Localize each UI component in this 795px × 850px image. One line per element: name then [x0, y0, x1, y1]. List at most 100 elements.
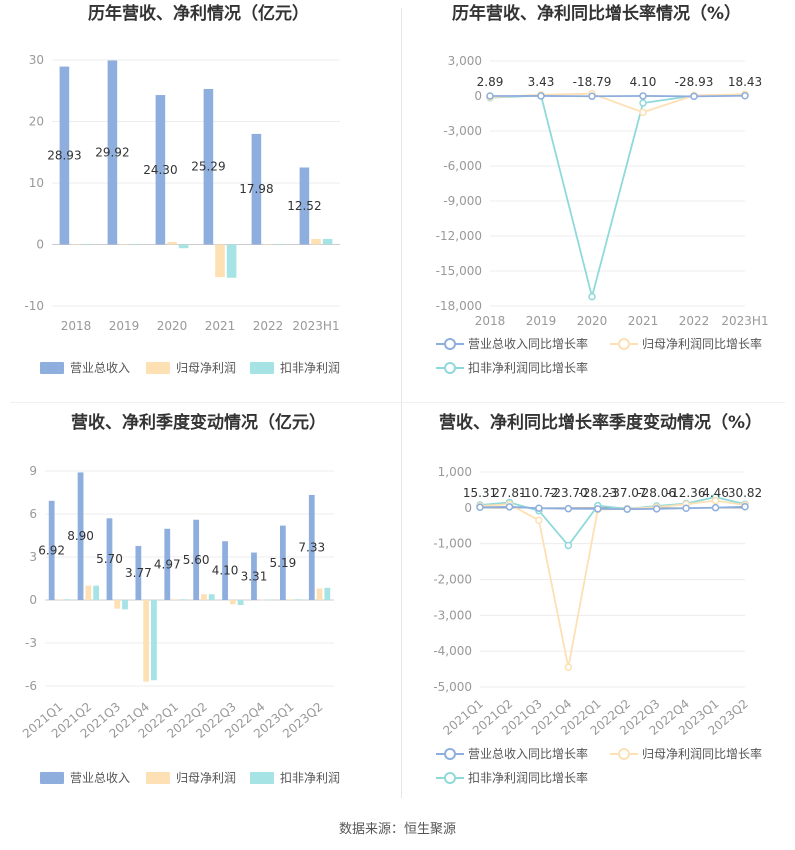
y-tick-label: 3,000: [448, 54, 482, 68]
bar: [155, 95, 166, 245]
legend-swatch: [250, 772, 274, 784]
y-tick-label: 0: [474, 89, 482, 103]
bar: [77, 472, 84, 600]
data-label: 3.77: [125, 566, 152, 580]
data-point: [537, 92, 545, 100]
x-tick-label: 2021: [205, 319, 236, 333]
data-label: 5.60: [183, 553, 210, 567]
bar: [82, 244, 93, 245]
x-tick-label: 2023H1: [292, 319, 339, 333]
data-label: 28.93: [47, 149, 81, 163]
legend-item: 归母净利润同比增长率: [610, 336, 762, 351]
bar: [229, 600, 236, 605]
legend-item: 营业总收入同比增长率: [436, 336, 588, 351]
y-tick-label: 1,000: [438, 465, 472, 479]
legend-item: 归母净利润同比增长率: [610, 746, 762, 761]
quarterly-values-panel: 营收、净利季度变动情况（亿元） 9 6 3 0 -3 -6 6.92 8.90 5.70 3.77…: [0, 405, 397, 805]
data-point: [711, 496, 720, 505]
bar: [299, 167, 310, 245]
legend-label: 营业总收入同比增长率: [468, 336, 588, 351]
bar: [179, 599, 186, 600]
bar: [308, 494, 315, 600]
data-label: 25.29: [191, 160, 225, 174]
y-tick-label: -6: [25, 679, 37, 693]
annual-values-panel: 历年营收、净利情况（亿元） 30 20 10 0 -10 28.93 29.92 24.30 2…: [0, 0, 397, 400]
panel-divider-horizontal: [10, 402, 785, 403]
legend-item: 扣非净利润: [250, 361, 340, 375]
legend-swatch: [146, 362, 170, 374]
data-label: 4.97: [154, 557, 181, 571]
data-point: [711, 503, 720, 512]
bar: [203, 88, 214, 245]
bar: [64, 599, 71, 600]
data-label: -18.79: [573, 75, 612, 89]
bar: [279, 525, 286, 600]
legend-swatch: [40, 772, 64, 784]
bar: [172, 599, 178, 600]
x-tick-label: 2022: [253, 319, 284, 333]
data-label: 29.92: [95, 145, 129, 159]
chart-title: 历年营收、净利情况（亿元）: [88, 4, 309, 24]
bar: [85, 585, 92, 600]
chart-title: 历年营收、净利同比增长率情况（%）: [451, 4, 742, 24]
legend-swatch: [40, 362, 64, 374]
data-point: [535, 504, 543, 512]
data-label: 2.89: [477, 75, 504, 89]
bar: [215, 244, 225, 278]
bar: [107, 60, 118, 245]
bar: [193, 519, 200, 600]
data-label: 5.19: [270, 556, 297, 570]
series-line: [479, 496, 746, 547]
bar: [71, 244, 81, 245]
data-label: 4.46: [702, 486, 729, 500]
annual-growth-panel: 历年营收、净利同比增长率情况（%） 3,000 0 -3,000 -6,000 -9,0…: [398, 0, 795, 400]
data-label: 5.70: [96, 552, 123, 566]
data-label: -23.70: [549, 486, 588, 500]
data-label: 3.31: [241, 569, 268, 583]
bar: [143, 600, 150, 682]
y-tick-label: 10: [29, 176, 44, 190]
y-tick-label: -10: [24, 299, 44, 313]
bar: [201, 594, 207, 600]
y-tick-label: 3: [29, 550, 37, 564]
x-tick-label: 2018: [61, 319, 92, 333]
y-tick-label: 0: [464, 501, 472, 515]
y-tick-label: -3,000: [443, 124, 482, 138]
bar: [222, 541, 228, 600]
legend-label: 归母净利润: [176, 771, 236, 785]
y-tick-label: 30: [29, 53, 44, 67]
quarterly-values-chart: 9 6 3 0 -3 -6 6.928.905.703.774.97 5.604.10 3.31…: [20, 464, 340, 785]
bar: [322, 238, 333, 245]
data-label: -37.07: [608, 486, 647, 500]
bar: [178, 244, 189, 249]
legend-label: 营业总收入: [70, 771, 130, 785]
data-label: 27.81: [492, 486, 526, 500]
series-line: [479, 499, 746, 668]
series-line: [489, 93, 746, 301]
data-label: -28.93: [675, 75, 714, 89]
legend-label: 扣非净利润: [280, 771, 340, 785]
data-label: -28.23: [578, 486, 617, 500]
chart-title: 营收、净利同比增长率季度变动情况（%）: [438, 413, 763, 433]
y-tick-label: -3,000: [433, 608, 472, 622]
legend-label: 归母净利润同比增长率: [642, 746, 762, 761]
data-point: [505, 503, 514, 511]
x-tick-label: 2020: [577, 314, 608, 328]
bar: [316, 588, 323, 600]
y-tick-label: -18,000: [436, 299, 482, 313]
x-tick-label: 2021: [628, 314, 659, 328]
data-point: [486, 92, 494, 100]
data-point: [564, 504, 573, 513]
y-tick-label: -3: [25, 636, 37, 650]
bar: [311, 238, 321, 245]
legend-label: 归母净利润: [176, 361, 236, 375]
bar: [295, 599, 302, 600]
y-tick-label: -12,000: [436, 229, 482, 243]
data-label: 15.31: [463, 486, 497, 500]
bar: [119, 244, 129, 245]
bar: [130, 244, 141, 245]
data-label: 7.33: [298, 540, 325, 554]
data-point: [652, 505, 661, 513]
data-label: -12.36: [667, 486, 706, 500]
bar: [135, 545, 142, 600]
